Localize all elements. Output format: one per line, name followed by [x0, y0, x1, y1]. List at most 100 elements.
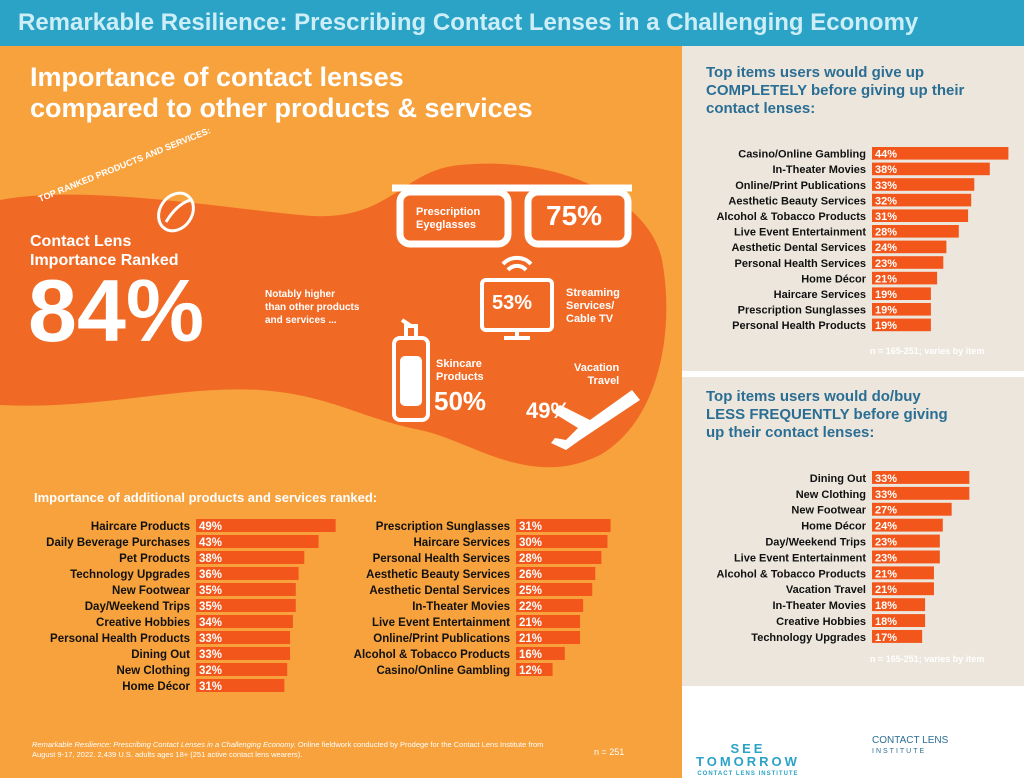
- bar-row: In-Theater Movies 38%: [772, 162, 990, 176]
- source-italic: Remarkable Resilience: Prescribing Conta…: [32, 740, 296, 749]
- bar-row: Personal Health Products 33%: [50, 631, 291, 645]
- bar: [196, 535, 319, 548]
- skincare-label-line1: Skincare: [436, 358, 482, 370]
- less-frequently-title-line2: LESS FREQUENTLY before giving: [706, 406, 948, 423]
- bar: [196, 631, 291, 644]
- category-label: Dining Out: [131, 649, 190, 661]
- value-label: 33%: [875, 473, 897, 485]
- give-up-title-line2: COMPLETELY before giving up their: [706, 82, 965, 99]
- bar: [196, 551, 305, 564]
- bar-row: Personal Health Services 28%: [373, 551, 602, 565]
- headline-line2: compared to other products & services: [30, 93, 533, 123]
- bar: [872, 303, 931, 316]
- value-label: 38%: [199, 553, 222, 565]
- panel-divider: [682, 371, 1024, 377]
- category-label: Casino/Online Gambling: [376, 665, 510, 677]
- category-label: Technology Upgrades: [751, 632, 866, 644]
- value-label: 25%: [519, 585, 542, 597]
- category-label: Live Event Entertainment: [734, 552, 866, 564]
- logo1-line3: CONTACT LENS INSTITUTE: [697, 771, 799, 777]
- bar-row: Online/Print Publications 21%: [373, 631, 581, 645]
- less-frequently-title-line1: Top items users would do/buy: [706, 388, 921, 405]
- bar-row: Technology Upgrades 17%: [751, 630, 923, 644]
- bar: [872, 162, 990, 176]
- value-label: 33%: [199, 649, 222, 661]
- big-percentage: 84%: [28, 261, 205, 360]
- bar-row: New Clothing 33%: [796, 486, 970, 501]
- skincare-bottle-icon: [392, 318, 430, 422]
- bar-row: Haircare Services 30%: [413, 535, 608, 549]
- value-label: 23%: [875, 537, 897, 549]
- bar: [872, 582, 934, 596]
- skincare-pct: 50%: [434, 386, 487, 416]
- skincare-label-line2: Products: [436, 371, 484, 383]
- note-line1: Notably higher: [265, 289, 336, 300]
- additional-chart-2: Prescription Sunglasses 31% Haircare Servi…: [354, 519, 611, 677]
- bar-row: New Clothing 32%: [117, 663, 288, 677]
- value-label: 32%: [875, 195, 897, 207]
- value-label: 22%: [519, 601, 542, 613]
- bar-row: Personal Health Services 23%: [735, 256, 944, 270]
- value-label: 31%: [199, 681, 222, 693]
- bar: [516, 663, 553, 676]
- vacation-label-line1: Vacation: [574, 362, 620, 374]
- less-frequently-chart: Dining Out 33%New Clothing 33%New Footwear…: [716, 471, 970, 644]
- bar: [196, 679, 285, 692]
- value-label: 21%: [519, 617, 542, 629]
- streaming-label: Streaming Services/ Cable TV: [566, 287, 620, 326]
- category-label: Creative Hobbies: [776, 616, 866, 628]
- category-label: In-Theater Movies: [412, 601, 510, 613]
- headline: Importance of contact lenses compared to…: [30, 62, 590, 124]
- bar-row: In-Theater Movies 18%: [772, 598, 926, 612]
- give-up-title-line3: contact lenses:: [706, 100, 816, 117]
- vacation-label: Vacation Travel: [574, 362, 619, 388]
- category-label: Pet Products: [119, 553, 190, 565]
- bar: [196, 583, 296, 596]
- eyeglasses-icon: [392, 184, 632, 248]
- less-frequently-title-line3: up their contact lenses:: [706, 424, 875, 441]
- category-label: New Clothing: [796, 489, 866, 501]
- bar-row: New Footwear 35%: [112, 583, 296, 597]
- bar: [872, 534, 940, 548]
- category-label: Live Event Entertainment: [734, 227, 866, 239]
- bar: [872, 271, 938, 285]
- streaming-pct: 53%: [492, 292, 533, 314]
- category-label: Alcohol & Tobacco Products: [354, 649, 510, 661]
- bar: [872, 518, 943, 532]
- value-label: 31%: [875, 211, 897, 223]
- give-up-title-line1: Top items users would give up: [706, 64, 925, 81]
- tv-icon: [480, 255, 554, 340]
- bar: [872, 630, 923, 643]
- value-label: 18%: [875, 616, 897, 628]
- less-frequently-title: Top items users would do/buy LESS FREQUE…: [706, 388, 1006, 442]
- category-label: Haircare Services: [413, 537, 510, 549]
- value-label: 38%: [875, 164, 897, 176]
- value-label: 19%: [875, 320, 897, 332]
- rank-label: Contact Lens Importance Ranked: [30, 232, 178, 270]
- streaming-label-line2: Services/: [566, 300, 615, 312]
- give-up-title: Top items users would give up COMPLETELY…: [706, 64, 1006, 118]
- bar-row: Live Event Entertainment 21%: [372, 615, 581, 629]
- category-label: Haircare Services: [774, 289, 866, 301]
- value-label: 23%: [875, 258, 897, 270]
- bar: [872, 225, 959, 238]
- value-label: 44%: [875, 149, 897, 161]
- skincare-label: Skincare Products: [436, 358, 484, 384]
- category-label: Alcohol & Tobacco Products: [716, 211, 866, 223]
- sample-size: n = 251: [594, 747, 625, 757]
- category-label: In-Theater Movies: [772, 600, 866, 612]
- value-label: 31%: [519, 521, 542, 533]
- contact-lens-icon: [157, 191, 195, 233]
- value-label: 23%: [875, 552, 897, 564]
- bar-row: Daily Beverage Purchases 43%: [46, 535, 319, 549]
- bar-row: Aesthetic Dental Services 25%: [369, 583, 593, 597]
- category-label: Online/Print Publications: [373, 633, 510, 645]
- bar-row: Dining Out 33%: [131, 647, 291, 661]
- bar-row: Casino/Online Gambling 12%: [376, 663, 553, 677]
- bar-row: Day/Weekend Trips 23%: [765, 534, 940, 549]
- category-label: Prescription Sunglasses: [738, 305, 866, 317]
- logo2-line1: CONTACT LENS: [872, 735, 949, 746]
- bar: [872, 193, 972, 207]
- bar: [196, 599, 296, 612]
- bar: [872, 566, 934, 580]
